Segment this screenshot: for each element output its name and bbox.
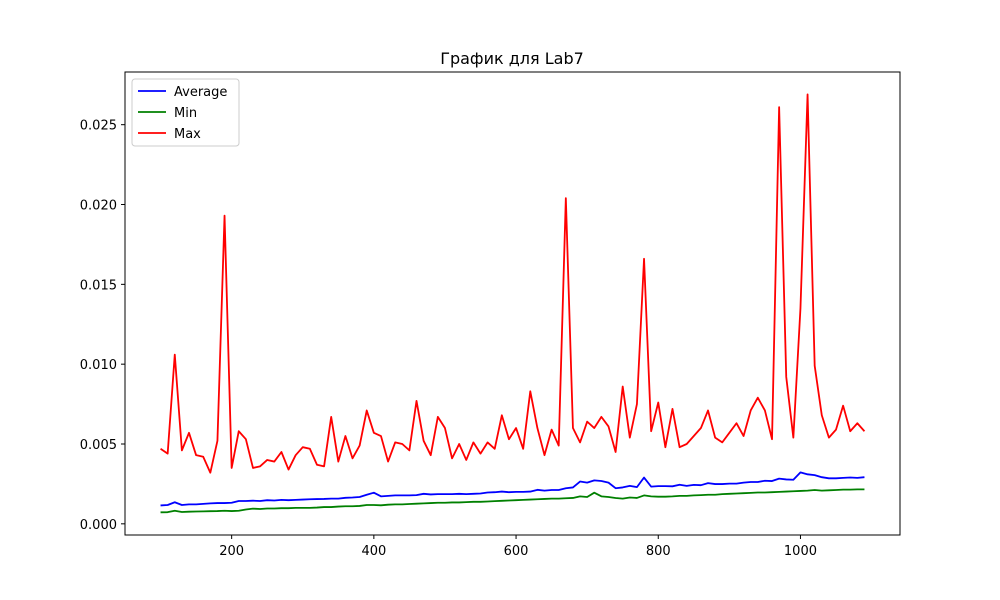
x-tick-label: 800: [646, 544, 671, 559]
y-tick-label: 0.015: [80, 278, 117, 293]
x-tick-label: 600: [504, 544, 529, 559]
x-tick-label: 1000: [784, 544, 817, 559]
legend: Average Min Max: [131, 78, 240, 147]
y-tick-label: 0.005: [80, 438, 117, 453]
plot-frame: [124, 71, 901, 536]
legend-label-average: Average: [174, 85, 227, 100]
legend-box: [131, 78, 240, 147]
series-line-max: [160, 93, 866, 474]
y-tick-label: 0.000: [80, 518, 117, 533]
series-line-average: [160, 471, 865, 507]
y-tick-label: 0.020: [80, 199, 117, 214]
y-tick-label: 0.010: [80, 358, 117, 373]
legend-label-min: Min: [174, 106, 197, 121]
chart-title: График для Lab7: [440, 49, 584, 68]
series-line-min: [160, 488, 865, 514]
x-tick-label: 200: [219, 544, 244, 559]
legend-label-max: Max: [174, 127, 201, 142]
y-tick-label: 0.025: [80, 119, 117, 134]
plot-area: [160, 93, 866, 514]
x-tick-label: 400: [361, 544, 386, 559]
axis-ticks: 200 400 600 800 1000 0.000 0.005 0.010 0.015 0.02…: [80, 119, 817, 559]
